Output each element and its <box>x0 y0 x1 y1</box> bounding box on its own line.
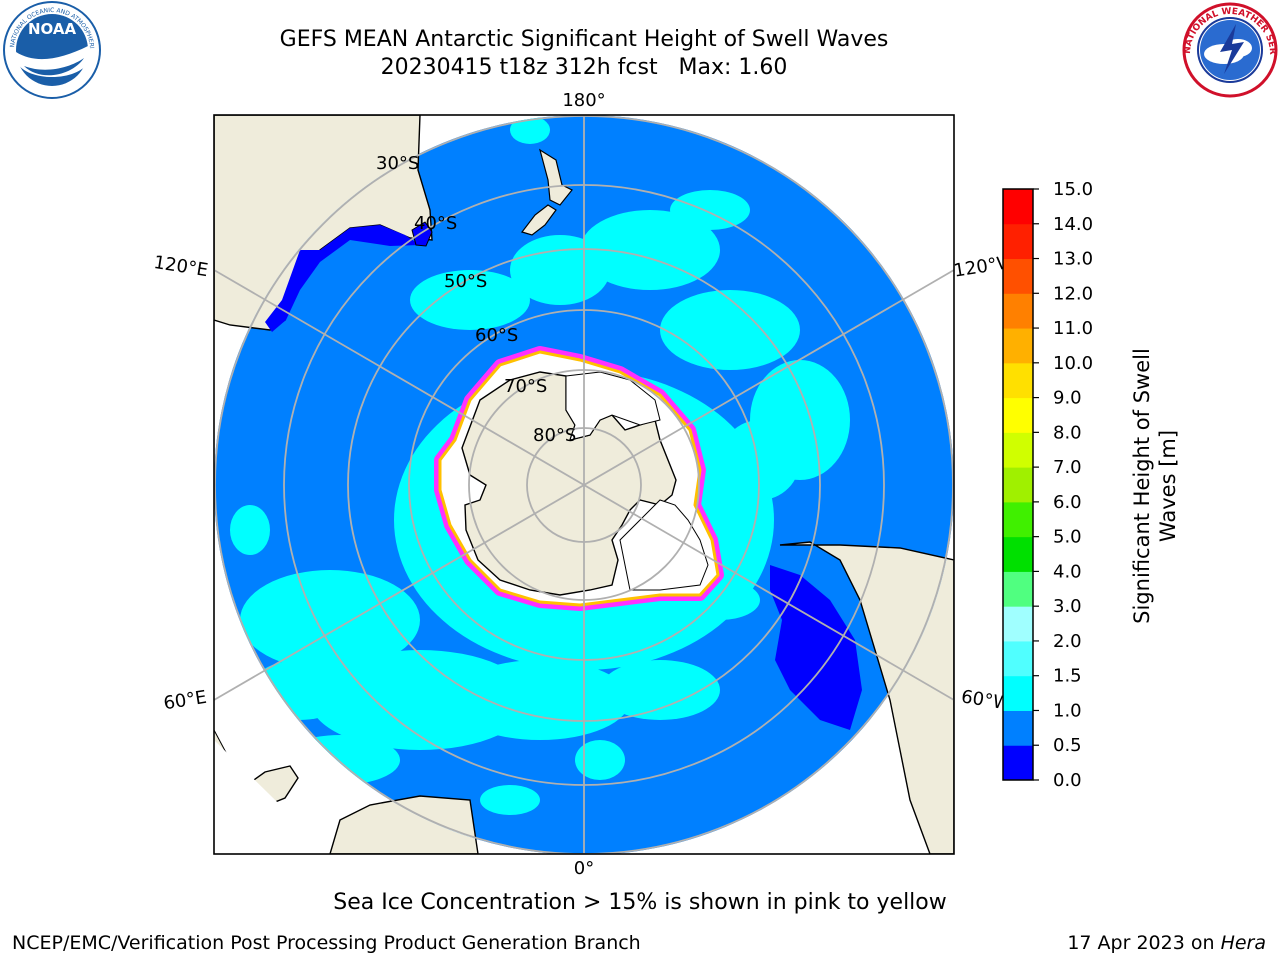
footer-date-text: 17 Apr 2023 on <box>1067 932 1221 954</box>
colorbar-title-line2: Waves [m] <box>1156 429 1180 543</box>
colorbar-tick-label: 14.0 <box>1053 214 1093 235</box>
colorbar-segment <box>1003 606 1033 642</box>
colorbar-segment <box>1003 293 1033 329</box>
colorbar-segment <box>1003 640 1033 677</box>
colorbar-segment <box>1003 675 1033 711</box>
new-zealand-south <box>520 204 557 236</box>
footer-date: 17 Apr 2023 on Hera <box>1067 932 1266 954</box>
colorbar-tick-label: 11.0 <box>1053 318 1093 339</box>
outer-land <box>214 115 954 854</box>
colorbar-segment <box>1003 189 1033 225</box>
colorbar-title: Significant Height of Swell Waves [m] <box>1129 306 1181 666</box>
colorbar-segment <box>1003 536 1033 572</box>
colorbar-tick-label: 3.0 <box>1053 596 1082 617</box>
colorbar-segment <box>1003 362 1033 399</box>
colorbar-segment <box>1003 223 1033 260</box>
nws-logo: NATIONAL WEATHER SERVICE <box>1180 2 1278 98</box>
lat-label-60s: 60°S <box>475 325 518 346</box>
colorbar-segment <box>1003 397 1033 433</box>
chart-title: GEFS MEAN Antarctic Significant Height o… <box>279 27 889 52</box>
colorbar-tick-label: 0.0 <box>1053 770 1082 791</box>
map-frame <box>213 114 955 855</box>
noaa-logo: NOAA NATIONAL OCEANIC AND ATMOSPHERIC AD… <box>0 0 101 99</box>
colorbar-tick-label: 6.0 <box>1053 492 1082 513</box>
new-zealand-north <box>539 148 573 206</box>
colorbar-segment <box>1003 710 1033 746</box>
colorbar-tick-label: 1.0 <box>1053 700 1082 721</box>
noaa-logo-text: NOAA <box>28 20 77 38</box>
colorbar-segment <box>1003 432 1033 468</box>
colorbar-segment <box>1003 258 1033 294</box>
low-swell-patch-australia <box>265 225 420 332</box>
lat-label-40s: 40°S <box>414 213 457 234</box>
colorbar-frame <box>1002 188 1034 781</box>
colorbar-segment <box>1003 467 1033 503</box>
latitude-labels: 30°S 40°S 50°S 60°S 70°S 80°S <box>376 153 576 446</box>
colorbar-tick-label: 8.0 <box>1053 422 1082 443</box>
colorbar-tick-label: 2.0 <box>1053 631 1082 652</box>
colorbar-title-line1: Significant Height of Swell <box>1130 348 1154 624</box>
footer-host: Hera <box>1220 932 1266 954</box>
sea-ice-caption: Sea Ice Concentration > 15% is shown in … <box>333 890 947 915</box>
lat-label-50s: 50°S <box>444 271 487 292</box>
lat-label-70s: 70°S <box>504 376 547 397</box>
footer-branch: NCEP/EMC/Verification Post Processing Pr… <box>12 932 641 954</box>
colorbar-segment <box>1003 571 1033 607</box>
lon-label-120e: 120°E <box>152 252 209 281</box>
lon-label-60e: 60°E <box>162 687 208 715</box>
lon-label-180: 180° <box>562 90 605 111</box>
colorbar-tick-label: 12.0 <box>1053 283 1093 304</box>
colorbar-segment <box>1003 501 1033 538</box>
colorbar-tick-label: 7.0 <box>1053 457 1082 478</box>
colorbar: 0.0 0.5 1.0 1.5 2.0 3.0 4.0 5.0 6.0 7.0 8.0 9.0 10.0… <box>1002 179 1093 791</box>
colorbar-tick-label: 15.0 <box>1053 179 1093 200</box>
graticule <box>214 115 954 854</box>
colorbar-tick-label: 9.0 <box>1053 388 1082 409</box>
lat-label-80s: 80°S <box>533 425 576 446</box>
colorbar-segment <box>1003 328 1033 364</box>
colorbar-tick-label: 13.0 <box>1053 249 1093 270</box>
colorbar-tick-label: 1.5 <box>1053 666 1082 687</box>
chart-subtitle: 20230415 t18z 312h fcst Max: 1.60 <box>380 55 788 80</box>
colorbar-tick-label: 5.0 <box>1053 527 1082 548</box>
lon-label-0: 0° <box>574 858 594 879</box>
colorbar-segment <box>1003 745 1033 781</box>
colorbar-tick-label: 0.5 <box>1053 735 1082 756</box>
colorbar-tick-label: 10.0 <box>1053 353 1093 374</box>
lat-label-30s: 30°S <box>376 153 419 174</box>
colorbar-tick-label: 4.0 <box>1053 561 1082 582</box>
